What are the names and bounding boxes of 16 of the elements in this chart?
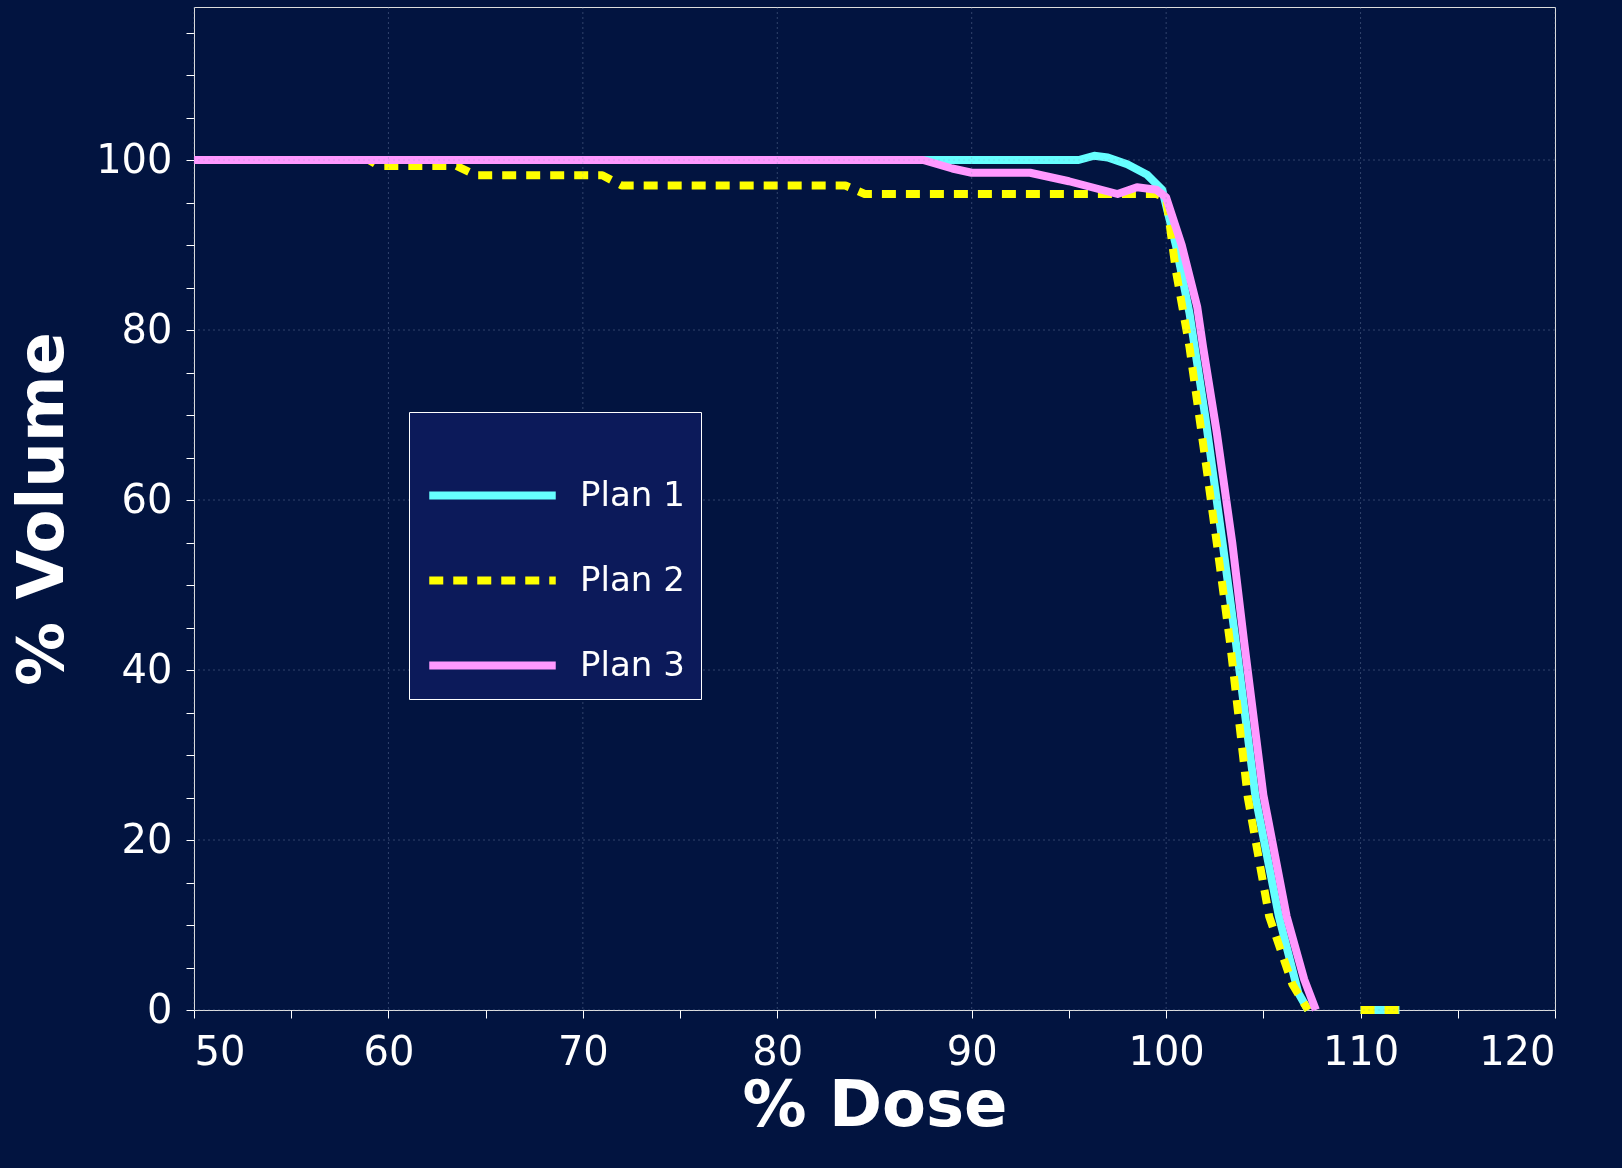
x-tick-label: 50 [194,1027,246,1074]
x-tick-label: 100 [1128,1027,1205,1074]
x-tick-label: 110 [1322,1027,1400,1074]
x-tick-label: 70 [557,1027,609,1074]
y-tick-label: 60 [121,475,173,522]
x-tick-label: 120 [1479,1027,1556,1074]
legend-label: Plan 3 [580,643,685,684]
legend-label: Plan 1 [580,473,685,514]
x-tick-label: 60 [363,1027,415,1074]
legend-label: Plan 2 [580,558,685,599]
y-tick-label: 20 [121,815,173,862]
y-axis-title: % Volume [4,332,79,686]
y-tick-label: 0 [147,985,173,1032]
y-tick-label: 40 [121,645,173,692]
y-tick-label: 80 [121,305,173,352]
y-tick-label: 100 [96,135,173,182]
